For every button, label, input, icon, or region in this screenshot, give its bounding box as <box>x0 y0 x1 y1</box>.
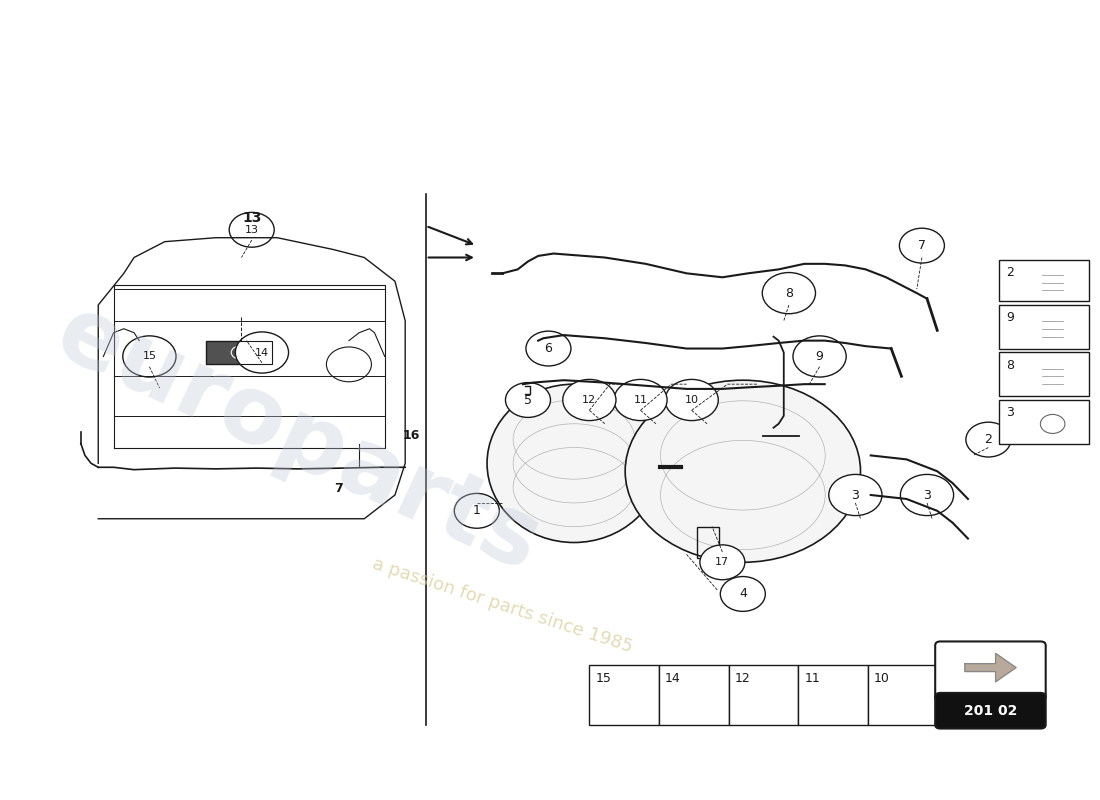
FancyBboxPatch shape <box>590 666 659 725</box>
Text: 9: 9 <box>1005 311 1014 324</box>
FancyBboxPatch shape <box>999 353 1089 396</box>
FancyBboxPatch shape <box>999 400 1089 443</box>
FancyBboxPatch shape <box>999 305 1089 349</box>
Text: 12: 12 <box>582 395 596 405</box>
Circle shape <box>454 494 499 528</box>
Circle shape <box>900 228 945 263</box>
Text: 14: 14 <box>255 347 270 358</box>
Text: 9: 9 <box>815 350 824 363</box>
Text: 8: 8 <box>785 286 793 300</box>
Text: 14: 14 <box>666 671 681 685</box>
Circle shape <box>526 331 571 366</box>
Text: 3: 3 <box>851 489 859 502</box>
Circle shape <box>793 336 846 377</box>
Circle shape <box>720 577 766 611</box>
Text: 13: 13 <box>244 225 258 234</box>
Bar <box>696 526 719 558</box>
Circle shape <box>123 336 176 377</box>
Text: 17: 17 <box>715 558 729 567</box>
Text: 13: 13 <box>242 211 262 225</box>
Text: 8: 8 <box>1005 359 1014 372</box>
Circle shape <box>828 474 882 515</box>
Text: 10: 10 <box>873 671 890 685</box>
Polygon shape <box>965 654 1016 682</box>
Circle shape <box>229 212 274 247</box>
FancyBboxPatch shape <box>999 260 1089 301</box>
Text: 7: 7 <box>917 239 926 252</box>
FancyBboxPatch shape <box>935 693 1046 729</box>
Text: 3: 3 <box>923 489 931 502</box>
FancyBboxPatch shape <box>799 666 868 725</box>
Polygon shape <box>206 341 272 364</box>
Text: 15: 15 <box>142 351 156 362</box>
Ellipse shape <box>487 384 661 542</box>
Text: 1: 1 <box>473 504 481 518</box>
Circle shape <box>506 382 550 418</box>
Circle shape <box>966 422 1011 457</box>
Text: 5: 5 <box>524 394 532 406</box>
Circle shape <box>235 332 288 373</box>
Text: 2: 2 <box>1005 266 1014 279</box>
Circle shape <box>614 379 667 421</box>
Text: 3: 3 <box>1005 406 1014 419</box>
Text: 11: 11 <box>804 671 820 685</box>
Text: 10: 10 <box>684 395 699 405</box>
FancyBboxPatch shape <box>728 666 799 725</box>
Text: 6: 6 <box>544 342 552 355</box>
Text: 15: 15 <box>595 671 612 685</box>
Circle shape <box>666 379 718 421</box>
Text: 201 02: 201 02 <box>964 704 1018 718</box>
Text: 7: 7 <box>334 482 343 495</box>
Text: 16: 16 <box>403 429 419 442</box>
Circle shape <box>700 545 745 580</box>
Ellipse shape <box>625 380 860 562</box>
Text: a passion for parts since 1985: a passion for parts since 1985 <box>370 555 635 657</box>
Text: 11: 11 <box>634 395 648 405</box>
Text: 4: 4 <box>739 587 747 601</box>
FancyBboxPatch shape <box>868 666 937 725</box>
FancyBboxPatch shape <box>935 642 1046 701</box>
FancyBboxPatch shape <box>659 666 728 725</box>
Text: 2: 2 <box>984 433 992 446</box>
Circle shape <box>762 273 815 314</box>
Text: 12: 12 <box>735 671 750 685</box>
Circle shape <box>563 379 616 421</box>
Circle shape <box>901 474 954 515</box>
Text: europarts: europarts <box>42 287 553 592</box>
